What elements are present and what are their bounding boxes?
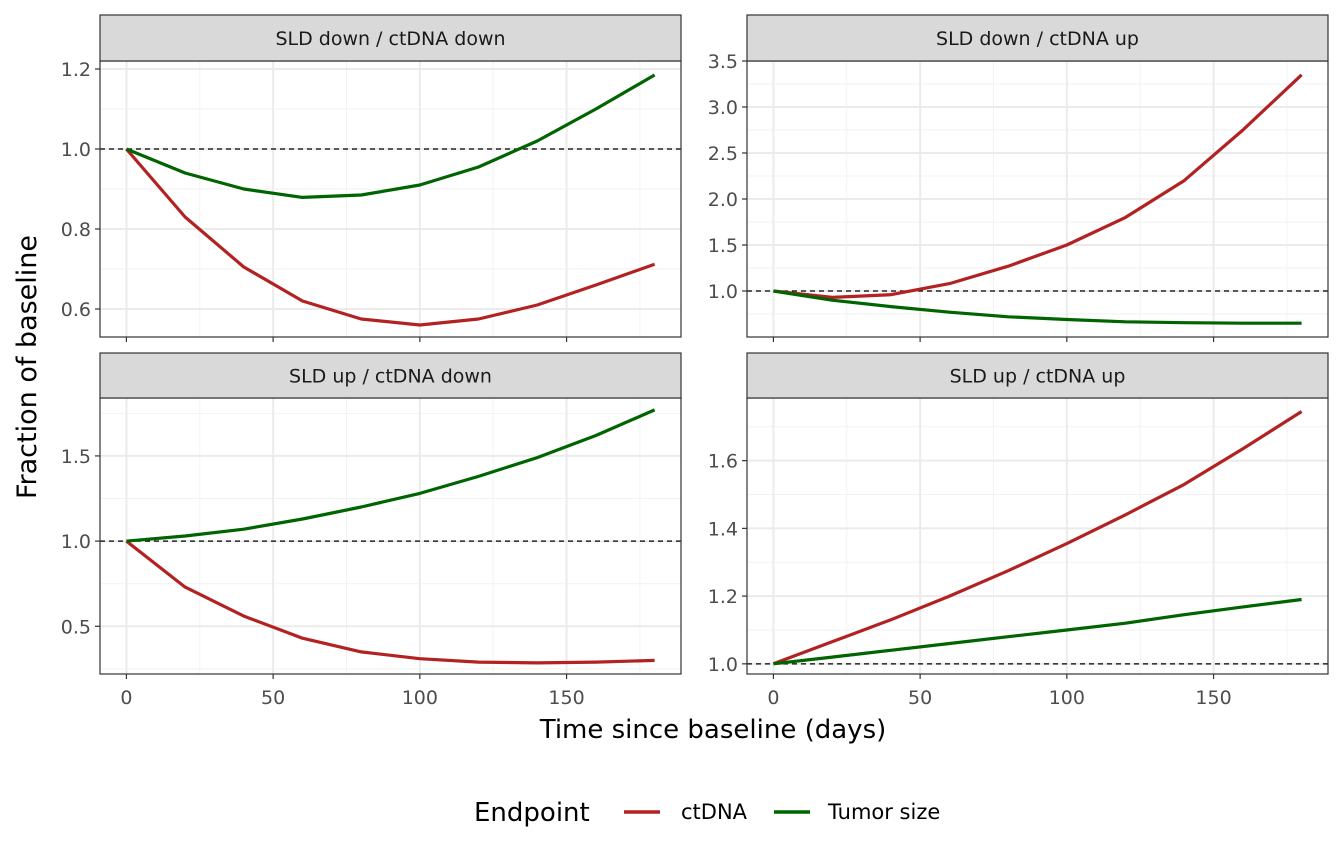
y-tick-label: 2.5 [708,143,738,165]
facet-panel-3: SLD up / ctDNA down 0.5 1.0 1.5 0 50 100 150 [61,352,682,709]
series-line-ctdna [773,73,1303,299]
y-tick-label: 1.0 [61,531,91,553]
x-tick-label: 0 [120,687,132,709]
panel-background [100,61,681,337]
facet-strip-label: SLD down / ctDNA down [275,28,505,50]
y-tick-label: 3.5 [708,51,738,73]
series-line-ctdna [125,539,655,665]
y-tick-label: 1.0 [61,139,91,161]
panel-grid [100,398,681,674]
panel-grid [100,61,681,337]
series-line-tumor-size [773,289,1302,325]
y-tick-label: 1.5 [61,446,91,468]
y-tick-label: 1.4 [708,518,738,540]
x-tick-label: 100 [1049,687,1085,709]
x-tick-label: 150 [548,687,584,709]
facet-panel-2: SLD down / ctDNA up 1.0 1.5 2.0 2.5 3.0 3.5 [708,14,1329,342]
facet-strip-label: SLD down / ctDNA up [936,28,1139,50]
series-line-tumor-size [773,597,1302,666]
panel-grid [747,398,1328,674]
y-tick-label: 1.0 [708,281,738,303]
y-tick-label: 1.6 [708,451,738,473]
facet-strip [99,14,682,62]
series-line-ctdna [772,410,1303,666]
facet-strip-label: SLD up / ctDNA down [289,366,492,388]
legend: Endpoint ctDNA Tumor size [474,798,940,828]
y-tick-label: 0.8 [61,219,91,241]
x-tick-label: 50 [261,687,285,709]
legend-label-tumor-size: Tumor size [827,800,940,824]
facet-strip [746,14,1329,62]
x-tick-label: 0 [767,687,779,709]
series-line-tumor-size [126,408,656,543]
y-tick-label: 1.5 [708,235,738,257]
x-tick-label: 50 [908,687,932,709]
y-tick-label: 0.5 [61,616,91,638]
facet-strip [746,352,1329,399]
x-tick-label: 100 [402,687,438,709]
y-axis-title: Fraction of baseline [12,235,43,499]
y-tick-label: 1.2 [61,59,91,81]
y-tick-label: 2.0 [708,189,738,211]
panel-grid [747,61,1328,337]
y-tick-label: 3.0 [708,97,738,119]
facet-strip-label: SLD up / ctDNA up [950,366,1126,388]
x-axis-title: Time since baseline (days) [539,715,887,745]
legend-label-ctdna: ctDNA [681,800,748,824]
legend-title: Endpoint [474,798,590,828]
facet-panel-1: SLD down / ctDNA down 0.6 0.8 1.0 1.2 [61,14,682,342]
series-line-ctdna [125,147,656,327]
y-tick-label: 1.2 [708,586,738,608]
facet-strip [99,352,682,399]
panel-background [747,398,1328,674]
facet-panel-4: SLD up / ctDNA up 1.0 1.2 1.4 1.6 0 50 100 150 [708,352,1329,709]
y-tick-label: 1.0 [708,654,738,676]
series-line-tumor-size [125,73,656,199]
y-tick-label: 0.6 [61,299,91,321]
x-tick-label: 150 [1195,687,1231,709]
